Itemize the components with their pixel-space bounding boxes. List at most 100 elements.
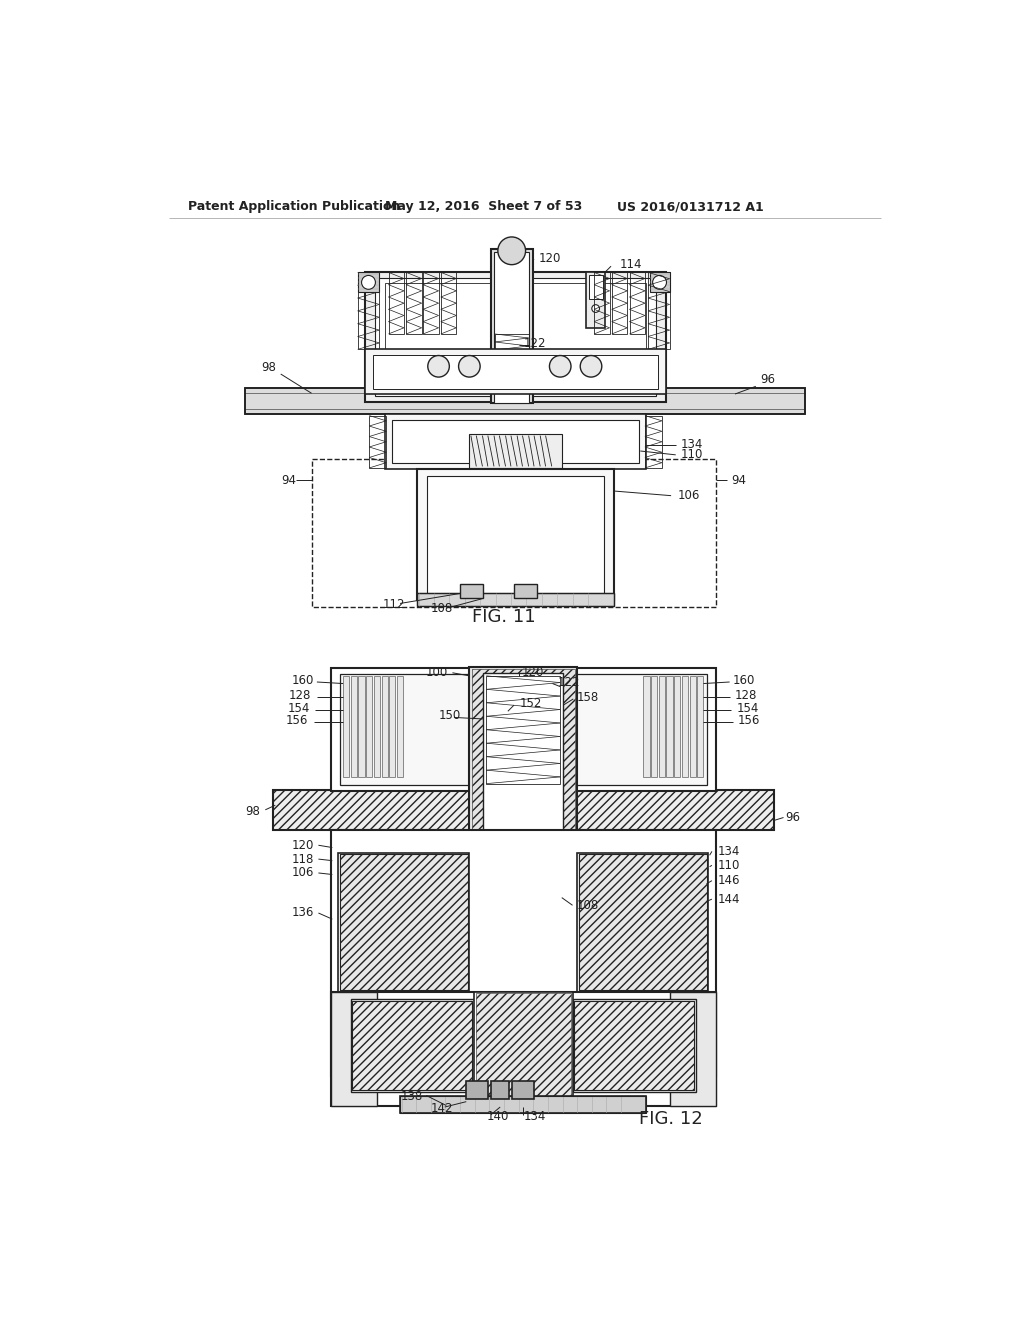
Bar xyxy=(495,334,528,374)
Bar xyxy=(358,272,379,293)
Bar xyxy=(388,272,403,334)
Bar xyxy=(351,999,474,1092)
Text: 122: 122 xyxy=(558,676,581,689)
Text: 152: 152 xyxy=(519,697,542,710)
Bar xyxy=(331,991,377,1105)
Bar xyxy=(358,676,365,777)
Circle shape xyxy=(592,305,599,313)
Bar xyxy=(512,1081,535,1100)
Text: 100: 100 xyxy=(426,667,447,680)
Text: 158: 158 xyxy=(578,690,599,704)
Bar xyxy=(630,272,645,334)
Bar xyxy=(373,355,658,388)
Text: 160: 160 xyxy=(292,675,313,686)
Bar xyxy=(340,854,468,990)
Bar xyxy=(441,272,457,334)
Bar xyxy=(382,676,388,777)
Bar xyxy=(352,1001,472,1090)
Bar xyxy=(273,789,773,830)
Text: 128: 128 xyxy=(735,689,758,702)
Text: 114: 114 xyxy=(620,259,642,271)
Bar xyxy=(689,676,695,777)
Text: 134: 134 xyxy=(523,1110,546,1123)
Text: 134: 134 xyxy=(717,845,739,858)
Bar xyxy=(682,676,688,777)
Bar xyxy=(245,388,805,414)
Text: 120: 120 xyxy=(521,667,544,680)
Text: 98: 98 xyxy=(245,805,260,818)
Bar xyxy=(245,388,805,414)
Text: 108: 108 xyxy=(431,602,453,615)
Text: 156: 156 xyxy=(286,714,308,727)
Bar xyxy=(400,1096,646,1113)
Bar xyxy=(594,272,609,334)
Text: 146: 146 xyxy=(717,874,739,887)
Bar xyxy=(340,675,707,785)
Text: 122: 122 xyxy=(523,337,546,350)
Bar xyxy=(340,854,468,990)
Circle shape xyxy=(498,238,525,264)
Bar xyxy=(514,585,538,598)
Bar xyxy=(579,854,707,990)
Text: US 2016/0131712 A1: US 2016/0131712 A1 xyxy=(617,201,764,214)
Text: 136: 136 xyxy=(292,907,313,920)
Text: Patent Application Publication: Patent Application Publication xyxy=(188,201,400,214)
Bar xyxy=(469,434,562,469)
Bar xyxy=(486,676,560,784)
Bar xyxy=(469,667,578,960)
Bar xyxy=(397,676,403,777)
Bar xyxy=(385,284,646,391)
Bar xyxy=(649,272,670,293)
Bar xyxy=(651,676,657,777)
Bar xyxy=(674,676,680,777)
Text: 106: 106 xyxy=(292,866,313,879)
Text: 106: 106 xyxy=(677,490,699,502)
Text: 96: 96 xyxy=(785,810,800,824)
Bar xyxy=(587,272,605,327)
Bar xyxy=(578,853,708,991)
Bar xyxy=(645,416,662,469)
Bar xyxy=(331,668,716,792)
Bar xyxy=(352,1001,472,1090)
Text: 128: 128 xyxy=(289,689,311,702)
Bar xyxy=(366,350,666,395)
Bar xyxy=(366,272,666,401)
Bar xyxy=(648,272,670,350)
Bar xyxy=(374,676,380,777)
Text: 140: 140 xyxy=(487,1110,510,1123)
Text: 138: 138 xyxy=(401,1090,423,1102)
Text: 156: 156 xyxy=(738,714,761,727)
Bar xyxy=(466,1081,487,1100)
Bar xyxy=(392,420,639,463)
Text: 94: 94 xyxy=(731,474,746,487)
Bar xyxy=(400,1096,646,1113)
Bar xyxy=(417,470,614,601)
Bar xyxy=(273,789,773,830)
Text: FIG. 12: FIG. 12 xyxy=(639,1110,702,1129)
Bar xyxy=(490,1081,509,1100)
Bar xyxy=(351,676,357,777)
Circle shape xyxy=(550,355,571,378)
Bar xyxy=(417,594,614,606)
Text: 96: 96 xyxy=(761,372,775,385)
Bar xyxy=(494,252,529,404)
Bar xyxy=(389,676,395,777)
Text: 142: 142 xyxy=(431,1102,454,1115)
Text: 112: 112 xyxy=(383,598,406,611)
Text: FIG. 11: FIG. 11 xyxy=(472,607,536,626)
Text: 150: 150 xyxy=(438,709,461,722)
Bar xyxy=(376,277,655,396)
Bar xyxy=(611,272,628,334)
Circle shape xyxy=(459,355,480,378)
Bar xyxy=(574,1001,694,1090)
Bar xyxy=(407,272,422,334)
Bar xyxy=(475,993,571,1104)
Bar xyxy=(574,1001,694,1090)
Bar xyxy=(589,276,602,298)
Bar xyxy=(474,991,572,1105)
Text: 120: 120 xyxy=(292,838,313,851)
Bar xyxy=(343,676,349,777)
Text: 94: 94 xyxy=(281,474,296,487)
Bar xyxy=(331,991,716,1105)
Text: 98: 98 xyxy=(261,362,276,375)
